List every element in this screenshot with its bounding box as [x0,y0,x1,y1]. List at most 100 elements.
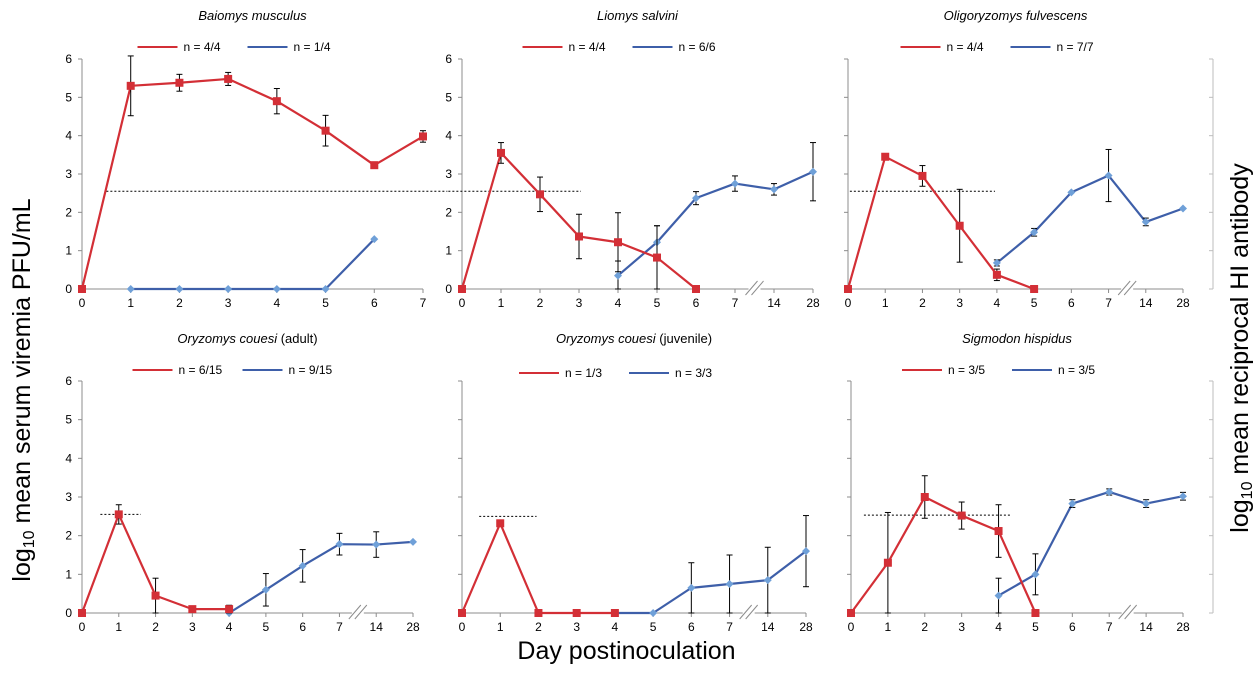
x-tick-label: 4 [615,296,622,310]
x-tick-label: 2 [919,296,926,310]
y-tick-label: 2 [445,205,452,219]
legend-label-antibody: n = 1/4 [294,40,331,54]
data-point-viremia [955,221,964,230]
data-point-viremia [458,609,466,617]
x-tick-label: 1 [497,620,504,634]
x-tick-label: 14 [370,620,384,634]
x-tick-label: 0 [459,296,466,310]
y-tick-label: 0 [65,606,72,620]
legend-label-antibody: n = 7/7 [1057,40,1094,54]
data-point-antibody [687,583,696,592]
x-tick-label: 1 [885,620,892,634]
data-point-antibody [649,609,658,617]
data-point-viremia [536,190,544,199]
x-tick-label: 0 [79,296,86,310]
x-tick-label: 4 [274,296,281,310]
data-point-viremia [321,126,330,135]
data-point-viremia [175,78,184,87]
legend-label-viremia: n = 3/5 [948,363,985,377]
axis-break-mark [1118,604,1132,620]
data-point-viremia [1030,285,1039,293]
data-point-antibody [321,285,330,293]
x-tick-label: 1 [115,620,122,634]
x-tick-label: 7 [726,620,733,634]
series-line-antibody [228,540,414,614]
axis-break-mark [1123,280,1137,296]
data-point-viremia [1031,609,1040,617]
chart-panel-1: Baiomys musculus n = 4/4 n = 1/4 0 1 2 3 4 5 6 0 1 2… [65,8,448,310]
x-tick-label: 4 [994,296,1001,310]
data-point-viremia [534,609,543,617]
data-point-viremia [994,527,1003,536]
y-axis-title-right: log10 mean reciprocal HI antibody [1226,163,1253,533]
data-point-viremia [881,152,890,161]
y-tick-label: 0 [445,282,452,296]
panel-title-species: Oligoryzomys fulvescens [944,8,1088,23]
data-point-viremia [224,74,233,83]
x-tick-label: 4 [995,620,1002,634]
series-line-viremia [846,155,1035,291]
data-point-antibody [1030,228,1039,237]
x-tick-label: 14 [1139,296,1153,310]
data-point-viremia [614,238,622,247]
legend-label-viremia: n = 4/4 [947,40,984,54]
data-point-antibody [1179,204,1187,213]
data-point-viremia [78,285,86,293]
y-tick-label: 1 [65,244,72,258]
data-point-viremia [188,605,197,614]
chart-panel-2: Liomys salvini n = 4/4 n = 6/6 0 1 2 3 4 5 6 0 1 2 3 4… [445,8,820,310]
axis-break-mark [348,604,362,620]
x-tick-label: 6 [371,296,378,310]
data-point-viremia [992,270,1001,279]
data-point-antibody [1068,499,1077,508]
data-point-viremia [610,609,619,617]
data-point-viremia [126,81,135,90]
x-tick-label: 5 [654,296,661,310]
y-tick-label: 2 [65,205,72,219]
data-point-viremia [370,161,379,170]
panel-title: Oryzomys couesi (adult) [177,331,317,346]
axis-break-mark [745,280,758,296]
axis-break-gap [1121,603,1134,617]
data-point-viremia [419,132,427,141]
series-line-antibody [998,490,1184,597]
panel-title-suffix: (juvenile) [656,331,712,346]
axis-break-mark [354,604,368,620]
chart-panel-6: Sigmodon hispidus n = 3/5 n = 3/5 0 1 2 3 4 5 6 7 1… [847,331,1214,634]
x-tick-label: 2 [176,296,183,310]
legend-label-antibody: n = 3/5 [1058,363,1095,377]
y-tick-label: 4 [65,451,72,465]
data-point-viremia [458,285,466,293]
y-tick-label: 1 [65,567,72,581]
data-point-viremia [151,591,160,600]
data-point-antibody [175,285,184,293]
data-point-antibody [272,285,281,293]
axis-break-mark [745,604,759,620]
data-point-antibody [763,576,772,585]
x-tick-label: 28 [1176,620,1190,634]
x-tick-label: 28 [1176,296,1190,310]
data-point-viremia [957,511,966,520]
y-tick-label: 3 [65,490,72,504]
axis-break-mark [751,280,764,296]
data-point-antibody [1031,570,1040,579]
x-tick-label: 4 [612,620,619,634]
y-tick-label: 4 [445,129,452,143]
panel-title: Sigmodon hispidus [962,331,1072,346]
data-point-antibody [731,179,739,188]
x-tick-label: 6 [1068,296,1075,310]
panel-title-species: Oryzomys couesi [177,331,278,346]
x-tick-label: 7 [420,296,427,310]
series-line-viremia [460,522,615,615]
legend-label-antibody: n = 6/6 [679,40,716,54]
data-point-antibody [725,580,734,588]
y-axis-title-left: log10 mean serum viremia PFU/mL [8,198,38,582]
data-point-viremia [496,519,505,528]
legend-label-viremia: n = 6/15 [179,363,223,377]
axis-break-mark [1117,280,1131,296]
x-tick-label: 3 [225,296,232,310]
panel-title: Baiomys musculus [198,8,307,23]
y-tick-label: 5 [445,90,452,104]
x-tick-label: 7 [732,296,739,310]
